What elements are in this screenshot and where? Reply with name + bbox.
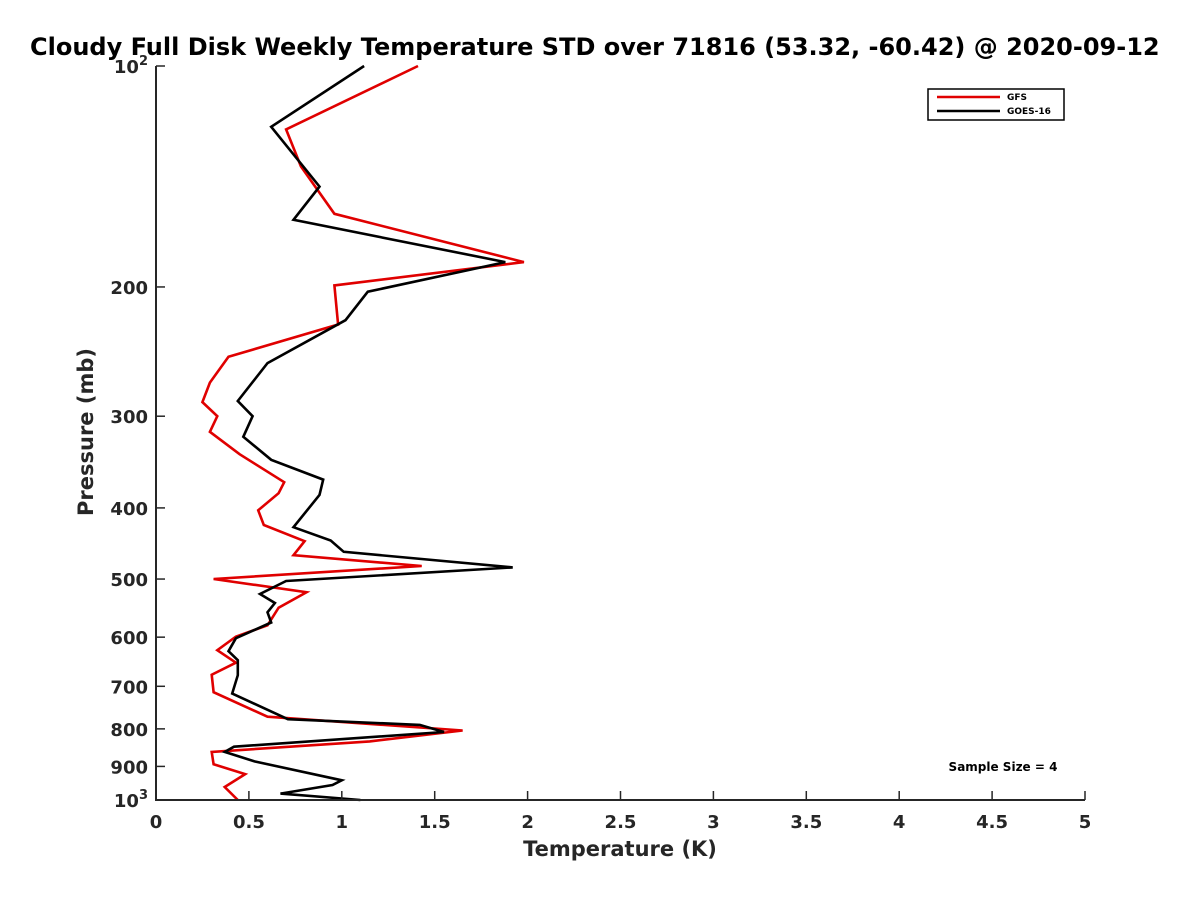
x-tick-label-3: 3 [707, 812, 720, 833]
legend-label-goes16: GOES-16 [1007, 107, 1051, 117]
y-tick-label-100: 102 [114, 54, 148, 78]
series-line-gfs [200, 64, 525, 801]
y-tick-label-400: 400 [110, 499, 148, 520]
x-tick-label-2-5: 2.5 [605, 812, 637, 833]
x-axis-label: Temperature (K) [523, 837, 717, 861]
y-tick-label-200: 200 [110, 278, 148, 299]
y-ticks: 102 200 300 400 500 600 700 800 900 103 [110, 54, 165, 812]
sample-size-annotation: Sample Size = 4 [949, 760, 1058, 774]
y-tick-label-800: 800 [110, 720, 148, 741]
y-tick-label-700: 700 [110, 677, 148, 698]
series-line-goes16 [221, 64, 513, 802]
y-axis-label: Pressure (mb) [74, 348, 98, 516]
x-tick-label-4: 4 [893, 812, 906, 833]
axes [155, 66, 1085, 801]
x-tick-label-1-5: 1.5 [419, 812, 451, 833]
x-tick-label-4-5: 4.5 [976, 812, 1008, 833]
legend: GFS GOES-16 [927, 88, 1065, 121]
x-tick-label-5: 5 [1079, 812, 1092, 833]
legend-label-gfs: GFS [1007, 93, 1027, 103]
x-ticks: 0 0.5 1 1.5 2 2.5 3 3.5 4 4.5 5 [150, 791, 1092, 833]
y-tick-label-300: 300 [110, 407, 148, 428]
y-tick-label-1000: 103 [114, 788, 148, 812]
y-tick-label-600: 600 [110, 628, 148, 649]
legend-box [927, 88, 1065, 121]
plot-lines [200, 64, 525, 802]
y-tick-label-900: 900 [110, 757, 148, 778]
chart-title: Cloudy Full Disk Weekly Temperature STD … [30, 33, 1160, 61]
x-tick-label-0: 0 [150, 812, 163, 833]
y-tick-label-500: 500 [110, 570, 148, 591]
x-tick-label-3-5: 3.5 [790, 812, 822, 833]
x-tick-label-0-5: 0.5 [233, 812, 265, 833]
x-tick-label-2: 2 [521, 812, 534, 833]
x-tick-label-1: 1 [336, 812, 349, 833]
